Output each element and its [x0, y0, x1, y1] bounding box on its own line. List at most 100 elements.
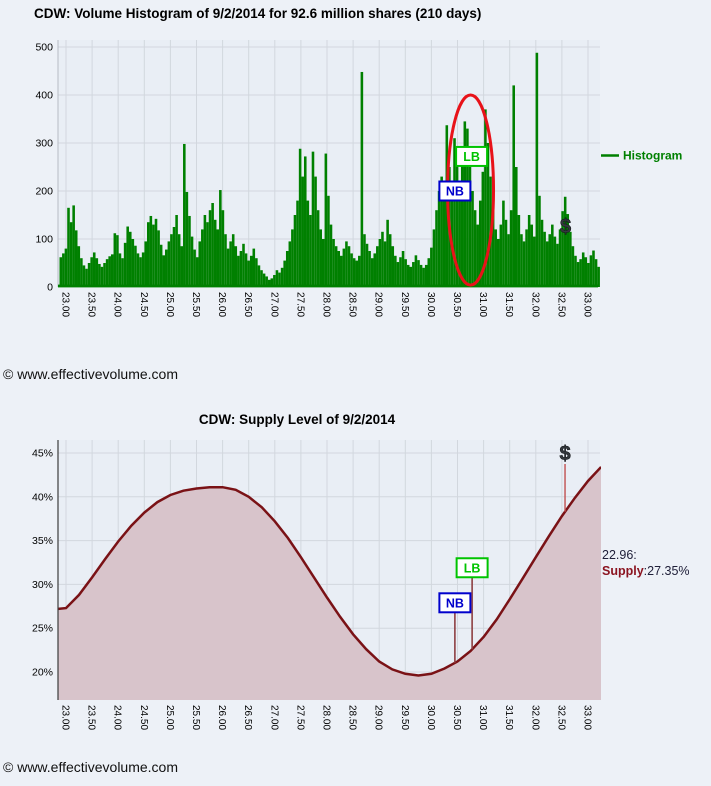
x-tick-label: 23.50: [86, 705, 97, 730]
bar: [502, 200, 505, 287]
bar: [571, 246, 575, 287]
bar: [376, 246, 379, 287]
bar: [476, 224, 479, 287]
supply-word: Supply: [602, 564, 644, 578]
bar: [69, 222, 73, 287]
bar: [211, 203, 214, 287]
x-tick-label: 23.50: [86, 292, 97, 317]
bar: [358, 255, 361, 287]
bar: [592, 250, 595, 287]
bar: [566, 214, 570, 287]
legend: Histogram: [601, 149, 682, 163]
x-tick-label: 25.50: [190, 292, 201, 317]
y-tick-label: 25%: [32, 623, 53, 635]
lb-label: LB: [464, 561, 481, 575]
bar: [556, 243, 559, 287]
x-tick-label: 26.00: [216, 292, 227, 317]
bar: [370, 258, 374, 287]
bar: [484, 109, 487, 288]
x-tick-label: 24.50: [138, 705, 149, 730]
bar: [309, 215, 312, 287]
bar: [177, 234, 181, 287]
bar: [273, 275, 276, 287]
x-tick-label: 23.00: [60, 292, 71, 317]
bar: [545, 241, 549, 287]
bar: [319, 229, 322, 287]
lb-annotation: LB: [455, 557, 489, 579]
bar: [121, 258, 124, 287]
bar: [540, 219, 544, 287]
bar: [301, 176, 304, 287]
bar: [110, 254, 114, 287]
bar: [430, 247, 433, 287]
bar: [311, 151, 315, 287]
dollar-icon: $: [560, 216, 571, 238]
x-tick-label: 28.50: [347, 705, 358, 730]
bar: [404, 259, 407, 287]
bar: [347, 246, 351, 287]
bar: [195, 257, 199, 287]
bar: [538, 195, 541, 287]
bar: [146, 222, 150, 287]
bar: [77, 246, 81, 287]
bar: [262, 273, 266, 287]
bar: [473, 210, 477, 287]
bar: [569, 231, 572, 287]
bar: [265, 276, 268, 287]
x-tick-label: 29.00: [373, 292, 384, 317]
x-tick-label: 27.50: [294, 292, 305, 317]
bar: [165, 249, 168, 287]
supply-readout: 22.96: Supply:27.35%: [602, 547, 690, 579]
bar: [226, 248, 230, 287]
bar: [67, 207, 70, 287]
bar: [216, 229, 220, 287]
x-tick-label: 30.50: [451, 292, 462, 317]
bar: [533, 236, 536, 287]
bar: [252, 248, 256, 287]
bar: [118, 253, 122, 287]
x-tick-label: 26.00: [216, 705, 227, 730]
x-tick-label: 32.00: [529, 292, 540, 317]
bar: [507, 234, 510, 287]
bar: [278, 272, 281, 287]
supply-area: [58, 467, 601, 700]
bar: [381, 231, 384, 287]
bar: [239, 251, 243, 287]
bar: [558, 229, 562, 287]
x-tick-label: 25.00: [164, 292, 175, 317]
bar: [579, 259, 582, 287]
x-tick-label: 27.50: [294, 705, 305, 730]
y-axis-labels: 0 100 200 300 400 500: [35, 42, 53, 294]
x-axis-labels: 23.00 23.50 24.00 24.50 25.00 25.50 26.00 26.50…: [60, 705, 593, 730]
bar: [458, 181, 461, 287]
bar: [95, 258, 99, 287]
bar: [201, 229, 204, 287]
bar: [576, 262, 580, 287]
bar: [59, 257, 63, 287]
nb-box: [438, 592, 472, 614]
x-tick-label: 28.00: [321, 705, 332, 730]
bar: [116, 235, 119, 287]
bar: [515, 167, 518, 287]
bar: [105, 259, 109, 287]
bar: [481, 171, 485, 287]
bar: [360, 71, 364, 288]
bar: [108, 256, 111, 287]
x-tick-label: 31.00: [477, 292, 488, 317]
bar: [378, 239, 382, 287]
bar: [193, 249, 196, 287]
x-tick-label: 32.00: [529, 705, 540, 730]
x-tick-label: 24.00: [112, 292, 123, 317]
bar: [183, 143, 186, 287]
bar: [455, 162, 459, 287]
bar: [396, 262, 400, 287]
x-tick-label: 31.50: [503, 292, 514, 317]
bar: [314, 176, 317, 287]
bar: [466, 128, 469, 287]
bar: [499, 224, 503, 287]
bar: [260, 270, 263, 287]
dollar-icon: $: [559, 443, 570, 465]
bar: [327, 195, 330, 287]
bar: [185, 191, 189, 287]
bar: [463, 121, 467, 288]
